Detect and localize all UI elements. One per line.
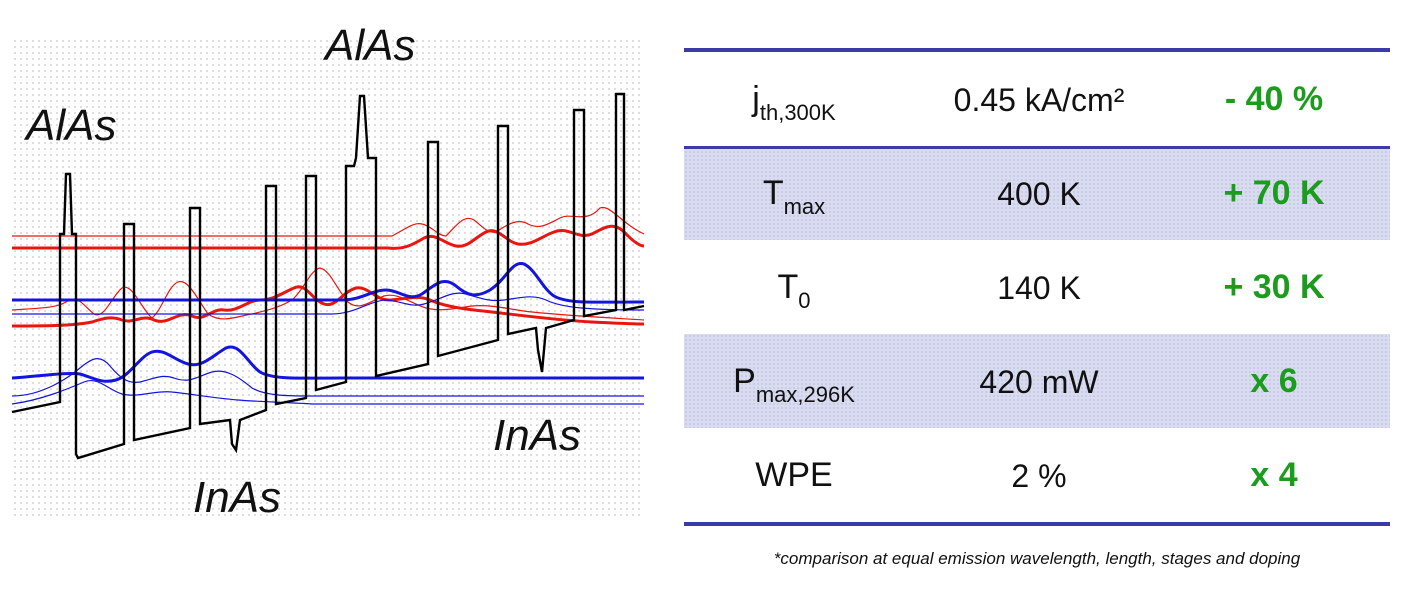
lower-state-thin-blue-2 <box>11 380 644 405</box>
table-top-rule <box>684 48 1390 52</box>
label-alas-left: AlAs <box>26 101 117 150</box>
band-diagram: AlAs AlAs InAs InAs <box>11 24 645 522</box>
value-tmax: 400 K <box>997 176 1081 212</box>
label-alas-top: AlAs <box>325 21 416 70</box>
param-wpe: WPE <box>755 456 833 494</box>
label-inas-right: InAs <box>493 411 582 460</box>
change-pmax: x 6 <box>1250 362 1298 400</box>
table-row-rule <box>684 146 1390 149</box>
param-pmax: Pmax,296K <box>733 362 855 407</box>
footnote: *comparison at equal emission wavelength… <box>773 549 1301 568</box>
results-table: jth,300K 0.45 kA/cm² - 40 % Tmax 400 K +… <box>684 48 1390 526</box>
value-jth: 0.45 kA/cm² <box>953 82 1125 118</box>
upper-state-thin-red <box>12 206 645 237</box>
upper-state-thick-red <box>12 224 645 250</box>
label-inas-bottom: InAs <box>193 473 282 522</box>
lower-state-thick-blue <box>11 345 644 383</box>
table-row-jth: jth,300K 0.45 kA/cm² - 40 % <box>684 52 1390 146</box>
lower-state-thin-blue-1 <box>11 358 644 397</box>
change-jth: - 40 % <box>1224 80 1324 118</box>
mid-state-thin-red <box>11 267 645 321</box>
change-wpe: x 4 <box>1250 456 1298 494</box>
param-t0: T0 <box>777 268 811 313</box>
table-row-t0: T0 140 K + 30 K <box>684 240 1390 334</box>
mid-state-thick-red <box>11 285 645 328</box>
value-t0: 140 K <box>997 270 1081 306</box>
table-row-wpe: WPE 2 % x 4 <box>684 428 1390 522</box>
mid-state-thick-blue <box>12 262 645 304</box>
value-pmax: 420 mW <box>979 364 1099 400</box>
value-wpe: 2 % <box>1011 458 1067 494</box>
param-tmax: Tmax <box>762 174 826 219</box>
param-jth: jth,300K <box>752 80 836 125</box>
band-edge <box>11 92 645 460</box>
table-row-tmax: Tmax 400 K + 70 K <box>684 146 1390 240</box>
table-bottom-rule <box>684 522 1390 526</box>
mid-state-thin-blue <box>12 292 645 315</box>
table-row-pmax: Pmax,296K 420 mW x 6 <box>684 334 1390 428</box>
change-t0: + 30 K <box>1223 268 1325 306</box>
change-tmax: + 70 K <box>1223 174 1325 212</box>
band-diagram-svg <box>11 92 645 460</box>
